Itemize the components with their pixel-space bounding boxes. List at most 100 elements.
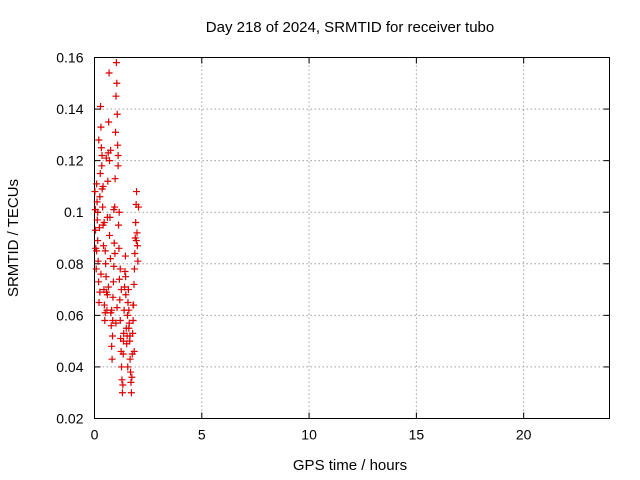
data-point xyxy=(131,249,139,257)
data-point xyxy=(97,144,105,152)
data-point xyxy=(107,322,115,330)
data-point xyxy=(101,309,109,317)
data-point xyxy=(116,317,124,325)
y-axis: 0.02 0.04 0.06 0.08 0.1 0.12 0.14 0.16 xyxy=(56,50,610,427)
data-point xyxy=(127,378,135,386)
data-point xyxy=(118,389,126,397)
y-tick-label: 0.16 xyxy=(56,50,83,66)
data-point xyxy=(124,311,132,319)
data-point xyxy=(129,317,137,325)
y-tick-label: 0.12 xyxy=(56,153,83,169)
data-point xyxy=(115,275,123,283)
data-point xyxy=(118,376,126,384)
x-tick-label: 0 xyxy=(91,427,99,443)
data-point xyxy=(113,110,121,118)
data-point xyxy=(103,291,111,299)
data-point xyxy=(108,355,116,363)
data-point xyxy=(99,203,107,211)
data-point xyxy=(93,216,101,224)
x-axis-label: GPS time / hours xyxy=(293,457,407,474)
grid xyxy=(94,57,610,419)
data-point xyxy=(124,286,132,294)
data-point xyxy=(91,188,99,196)
data-point xyxy=(116,296,124,304)
data-point xyxy=(102,260,110,268)
data-point xyxy=(125,324,133,332)
data-point xyxy=(94,208,102,216)
x-tick-label: 15 xyxy=(409,427,425,443)
data-point xyxy=(106,213,114,221)
data-point xyxy=(99,182,107,190)
x-axis: 0 5 10 15 20 xyxy=(91,57,532,443)
data-point xyxy=(109,278,117,286)
data-point xyxy=(110,262,118,270)
data-point xyxy=(128,373,136,381)
data-point xyxy=(102,154,110,162)
data-point xyxy=(104,283,112,291)
data-point xyxy=(108,342,116,350)
data-point xyxy=(129,301,137,309)
data-point xyxy=(130,265,138,273)
data-point xyxy=(122,273,130,281)
data-point xyxy=(133,188,141,196)
y-tick-label: 0.02 xyxy=(56,411,83,427)
data-point xyxy=(115,244,123,252)
data-point xyxy=(114,141,122,149)
plot-frame xyxy=(94,57,610,419)
data-point xyxy=(106,255,114,263)
data-point xyxy=(112,319,120,327)
data-point xyxy=(114,151,122,159)
data-point xyxy=(109,293,117,301)
data-point xyxy=(108,306,116,314)
data-point xyxy=(122,291,130,299)
data-point xyxy=(126,355,134,363)
data-point xyxy=(96,288,104,296)
data-point xyxy=(93,180,101,188)
data-point xyxy=(115,208,123,216)
data-point xyxy=(97,102,105,110)
data-point xyxy=(133,229,141,237)
data-point xyxy=(98,162,106,170)
data-point xyxy=(95,224,103,232)
data-point xyxy=(109,332,117,340)
data-point xyxy=(121,252,129,260)
data-point xyxy=(100,301,108,309)
data-point xyxy=(117,286,125,294)
data-point xyxy=(96,193,104,201)
data-point xyxy=(112,59,120,67)
chart-title: Day 218 of 2024, SRMTID for receiver tub… xyxy=(206,19,494,36)
x-tick-label: 5 xyxy=(198,427,206,443)
data-point xyxy=(132,237,140,245)
y-tick-label: 0.04 xyxy=(56,359,83,375)
data-point xyxy=(105,69,113,77)
data-point xyxy=(102,273,110,281)
data-point xyxy=(113,304,121,312)
data-point xyxy=(119,350,127,358)
data-point xyxy=(119,337,127,345)
data-point xyxy=(112,92,120,100)
data-point xyxy=(110,239,118,247)
data-point xyxy=(126,332,134,340)
x-tick-label: 20 xyxy=(516,427,532,443)
data-point xyxy=(110,206,118,214)
data-points xyxy=(91,59,142,397)
data-point xyxy=(105,118,113,126)
data-point xyxy=(104,177,112,185)
data-point xyxy=(101,317,109,325)
data-point xyxy=(98,151,106,159)
data-point xyxy=(111,175,119,183)
data-point xyxy=(95,278,103,286)
data-point xyxy=(113,79,121,87)
data-point xyxy=(130,280,138,288)
y-axis-label: SRMTID / TECUs xyxy=(5,179,22,297)
data-point xyxy=(97,270,105,278)
data-point xyxy=(95,298,103,306)
data-point xyxy=(133,242,141,250)
data-point xyxy=(94,237,102,245)
data-point xyxy=(114,162,122,170)
data-point xyxy=(124,298,132,306)
data-point xyxy=(100,219,108,227)
data-point xyxy=(96,170,104,178)
data-point xyxy=(101,247,109,255)
data-point xyxy=(116,265,124,273)
